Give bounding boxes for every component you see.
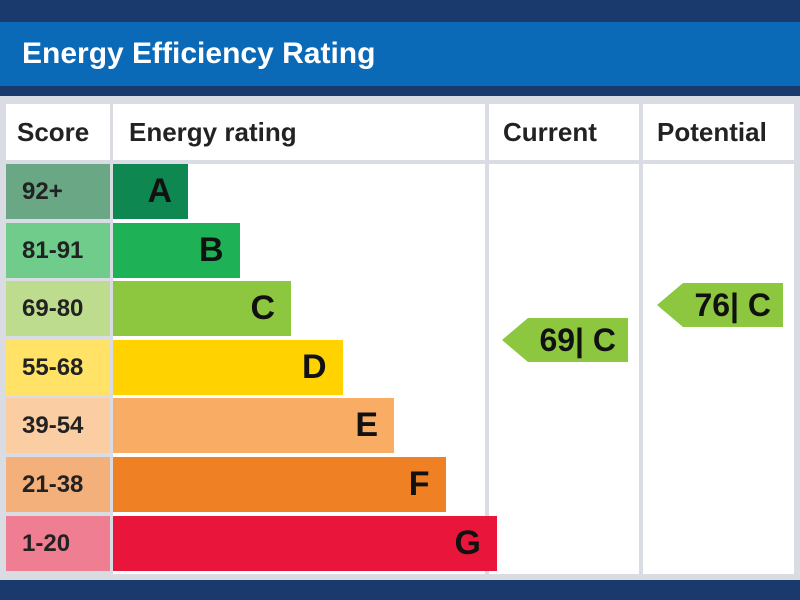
header-rating-cell [113,104,485,160]
current-rating-arrow: 69| C [502,318,628,362]
score-range-f: 21-38 [6,457,110,512]
score-range-g: 1-20 [6,515,110,571]
score-range-b: 81-91 [6,222,110,278]
header-current-cell [489,104,639,160]
rating-bar-a: A [113,164,188,219]
header-current: Current [503,117,597,147]
page-title: Energy Efficiency Rating [0,22,800,86]
header-score-cell [6,104,110,160]
rating-table: Score Energy rating Current Potential 92… [0,96,800,580]
rating-bar-f: F [113,457,446,512]
rating-bar-e: E [113,398,394,454]
score-range-a: 92+ [6,164,110,219]
score-range-c: 69-80 [6,281,110,337]
potential-rating-arrow: 76| C [657,283,783,327]
header-potential-cell [643,104,794,160]
header-energy-rating: Energy rating [129,117,297,147]
rating-bar-b: B [113,222,240,278]
score-range-d: 55-68 [6,339,110,395]
rating-bar-g: G [113,515,497,571]
score-range-e: 39-54 [6,398,110,454]
header-score: Score [17,117,90,147]
rating-bar-c: C [113,281,291,337]
rating-bar-d: D [113,339,343,395]
current-column [489,164,639,574]
header-potential: Potential [657,117,767,147]
top-border [0,0,800,22]
potential-column [643,164,794,574]
bottom-border [0,580,800,600]
